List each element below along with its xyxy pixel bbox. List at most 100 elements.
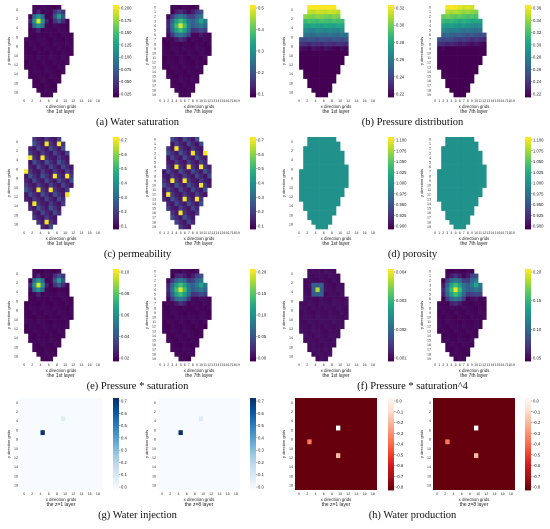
heatmap-cell xyxy=(56,5,62,10)
colorbar-segment xyxy=(250,183,256,186)
colorbar-segment xyxy=(525,189,531,193)
heatmap-cell xyxy=(32,173,37,179)
heatmap-cell xyxy=(52,278,58,284)
heatmap-cell xyxy=(182,347,187,353)
heatmap-cell xyxy=(48,319,54,325)
colorbar-segment xyxy=(388,305,394,309)
colorbar-segment xyxy=(113,333,119,337)
heatmap-cell xyxy=(445,23,450,29)
heatmap-cell xyxy=(61,282,66,288)
colorbar-segment xyxy=(388,476,394,479)
y-tick-label: 16 xyxy=(427,474,431,478)
heatmap-cell xyxy=(311,282,316,288)
colorbar-segment xyxy=(113,162,119,165)
heatmap-cell xyxy=(194,269,200,274)
heatmap-cell xyxy=(203,41,208,47)
y-tick-label: 11 xyxy=(427,188,431,192)
heatmap-cell xyxy=(40,83,45,89)
heatmap-cell xyxy=(48,338,54,343)
colorbar-segment xyxy=(388,57,394,61)
x-tick-label: 0 xyxy=(436,492,438,496)
heatmap-cell xyxy=(56,69,62,75)
colorbar-segment xyxy=(113,21,119,24)
heatmap-cell xyxy=(199,196,204,202)
heatmap-cell xyxy=(461,356,467,362)
heatmap-cell xyxy=(340,60,345,66)
colorbar-segment xyxy=(250,430,256,433)
heatmap-cell xyxy=(190,296,196,302)
heatmap-cell xyxy=(178,351,183,357)
heatmap-cell xyxy=(32,333,37,339)
heatmap-cell xyxy=(199,324,204,330)
heatmap-cell xyxy=(44,206,49,211)
colorbar-tick-label: 1.000 xyxy=(396,181,407,186)
heatmap-cell xyxy=(170,46,175,52)
colorbar-tick-label: 0.1 xyxy=(121,472,127,477)
colorbar-segment xyxy=(525,326,531,330)
heatmap-cell xyxy=(190,187,196,193)
y-tick-label: 18 xyxy=(152,88,156,92)
y-tick-label: 2 xyxy=(154,147,156,151)
heatmap-cell xyxy=(319,69,324,75)
heatmap-cell xyxy=(32,150,37,156)
heatmap-cell xyxy=(170,155,175,161)
heatmap-cell xyxy=(323,169,329,175)
heatmap-cell xyxy=(32,196,37,202)
x-tick-label: 2 xyxy=(167,99,169,103)
heatmap-cell xyxy=(166,32,171,38)
heatmap-cell xyxy=(336,51,341,56)
heatmap-cell xyxy=(28,74,33,79)
heatmap-cell xyxy=(44,338,49,343)
colorbar-segment xyxy=(250,480,256,484)
heatmap-cell xyxy=(449,83,454,89)
heatmap-cell xyxy=(32,41,37,47)
colorbar-segment xyxy=(113,199,119,202)
colorbar-tick-label: -0.5 xyxy=(396,452,404,457)
heatmap-cell xyxy=(48,32,54,38)
heatmap-cell xyxy=(174,46,179,52)
heatmap-cell xyxy=(186,219,192,225)
heatmap-cell xyxy=(336,296,341,302)
heatmap-cell xyxy=(478,169,483,175)
colorbar-segment xyxy=(113,92,119,96)
heatmap-cell xyxy=(28,196,33,202)
heatmap-cell xyxy=(327,210,333,216)
x-tick-label: 9 xyxy=(196,231,198,235)
colorbar-segment xyxy=(388,139,394,142)
colorbar-segment xyxy=(113,141,119,145)
colorbar-segment xyxy=(250,340,256,343)
heatmap-cell xyxy=(331,28,337,33)
x-tick-label: 14 xyxy=(490,363,494,367)
colorbar-segment xyxy=(250,34,256,38)
colorbar-segment xyxy=(250,166,256,170)
colorbar-segment xyxy=(388,80,394,84)
heatmap-cell xyxy=(469,160,475,165)
heatmap-cell xyxy=(24,196,29,202)
heatmap-cell xyxy=(299,196,304,202)
heatmap-cell xyxy=(307,210,312,216)
heatmap-cell xyxy=(178,224,183,230)
colorbar-segment xyxy=(388,18,394,22)
heatmap-cell xyxy=(52,32,58,38)
heatmap-cell xyxy=(190,23,196,29)
heatmap-cell xyxy=(449,87,454,93)
heatmap-cell xyxy=(36,51,41,56)
y-tick-label: 9 xyxy=(154,311,156,315)
heatmap-cell xyxy=(203,23,208,29)
heatmap-cell xyxy=(170,5,175,10)
heatmap-cell xyxy=(449,292,454,297)
heatmap-cell xyxy=(319,338,324,343)
y-tick-label: 1 xyxy=(429,274,431,278)
heatmap-cell xyxy=(48,287,54,293)
heatmap-cell xyxy=(40,351,45,357)
heatmap-cell xyxy=(56,37,62,43)
colorbar-segment xyxy=(250,16,256,20)
y-tick-label: 4 xyxy=(429,156,431,160)
heatmap-cell xyxy=(319,278,324,284)
x-tick-label: 13 xyxy=(211,363,215,367)
heatmap-cell xyxy=(319,305,324,311)
heatmap-cell xyxy=(190,164,196,170)
heatmap-cell xyxy=(319,160,324,165)
colorbar-tick-label: 0.2 xyxy=(121,209,127,214)
x-tick-label: 3 xyxy=(171,231,173,235)
